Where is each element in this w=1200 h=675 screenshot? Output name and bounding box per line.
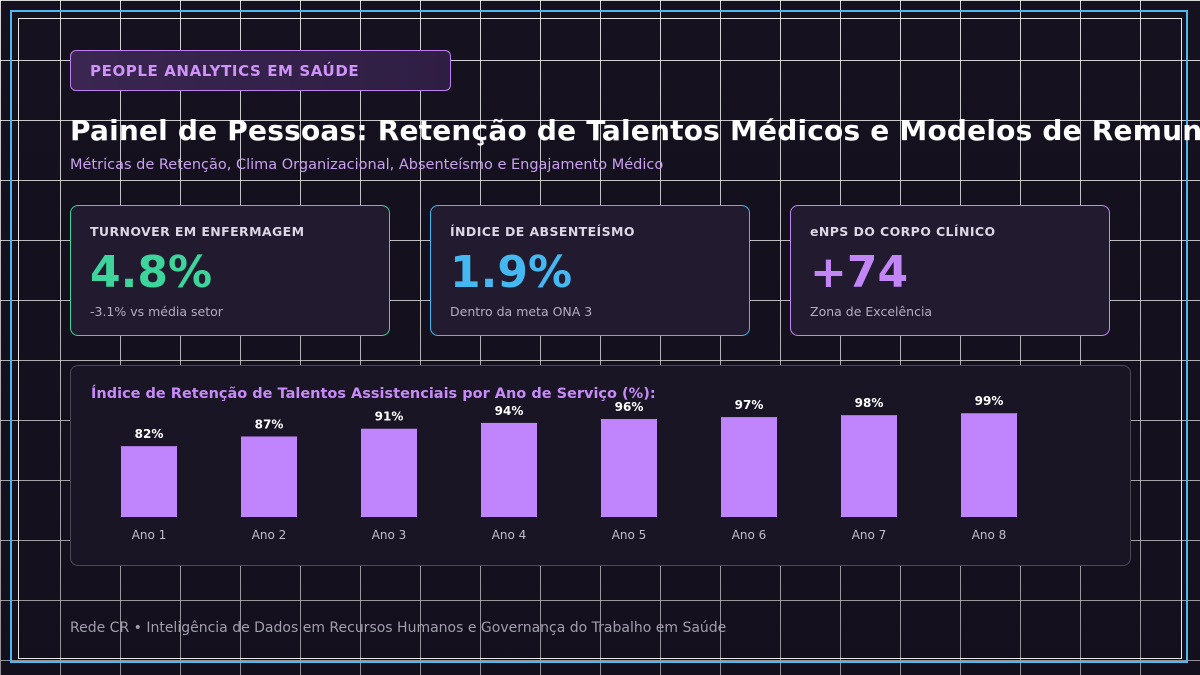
- category-label: Ano 6: [732, 528, 767, 542]
- category-label: Ano 8: [972, 528, 1007, 542]
- category-label: Ano 7: [852, 528, 887, 542]
- bar-value-label: 94%: [495, 404, 524, 418]
- bar-value-label: 99%: [975, 394, 1004, 408]
- section-badge: PEOPLE ANALYTICS EM SAÚDE: [70, 50, 451, 91]
- kpi-label: eNPS DO CORPO CLÍNICO: [810, 224, 996, 239]
- kpi-card-absenteeism: ÍNDICE DE ABSENTEÍSMO 1.9% Dentro da met…: [430, 205, 750, 336]
- bar-ano-3: [361, 428, 417, 517]
- inner-frame: [18, 18, 1182, 659]
- category-label: Ano 2: [252, 528, 287, 542]
- kpi-note: Zona de Excelência: [810, 304, 933, 319]
- kpi-card-turnover: TURNOVER EM ENFERMAGEM 4.8% -3.1% vs méd…: [70, 205, 390, 336]
- chart-title: Índice de Retenção de Talentos Assistenc…: [91, 386, 656, 402]
- kpi-label: TURNOVER EM ENFERMAGEM: [90, 224, 305, 239]
- bar-ano-4: [481, 422, 537, 517]
- bar-value-label: 96%: [615, 400, 644, 414]
- bar-ano-1: [121, 446, 177, 517]
- kpi-card-enps: eNPS DO CORPO CLÍNICO +74 Zona de Excelê…: [790, 205, 1110, 336]
- bar-ano-7: [841, 415, 897, 517]
- retention-chart-panel: 82% Ano 1 87% Ano 2 91% Ano 3 94% Ano 4 96% Ano 5…: [70, 365, 1131, 566]
- bar-value-label: 91%: [375, 410, 404, 424]
- bar-value-label: 97%: [735, 398, 764, 412]
- retention-bar-chart: 82% Ano 1 87% Ano 2 91% Ano 3 94% Ano 4 96% Ano 5…: [121, 394, 1017, 542]
- category-label: Ano 5: [612, 528, 647, 542]
- kpi-note: -3.1% vs média setor: [90, 304, 223, 319]
- kpi-note: Dentro da meta ONA 3: [450, 304, 593, 319]
- category-label: Ano 3: [372, 528, 407, 542]
- bar-value-label: 87%: [255, 417, 284, 431]
- kpi-value: +74: [810, 247, 909, 298]
- bar-ano-8: [961, 413, 1017, 517]
- kpi-label: ÍNDICE DE ABSENTEÍSMO: [450, 224, 635, 239]
- kpi-value: 4.8%: [90, 247, 213, 298]
- kpi-value: 1.9%: [450, 247, 573, 298]
- bar-ano-2: [241, 436, 297, 517]
- footer-text: Rede CR • Inteligência de Dados em Recur…: [70, 620, 727, 636]
- bar-ano-6: [721, 417, 777, 517]
- page-subtitle: Métricas de Retenção, Clima Organizacion…: [70, 157, 664, 173]
- category-label: Ano 1: [132, 528, 167, 542]
- page-title: Painel de Pessoas: Retenção de Talentos …: [70, 114, 1200, 147]
- bar-ano-5: [601, 419, 657, 517]
- outer-frame: [10, 10, 1188, 663]
- bar-value-label: 98%: [855, 396, 884, 410]
- bar-value-label: 82%: [135, 427, 164, 441]
- category-label: Ano 4: [492, 528, 527, 542]
